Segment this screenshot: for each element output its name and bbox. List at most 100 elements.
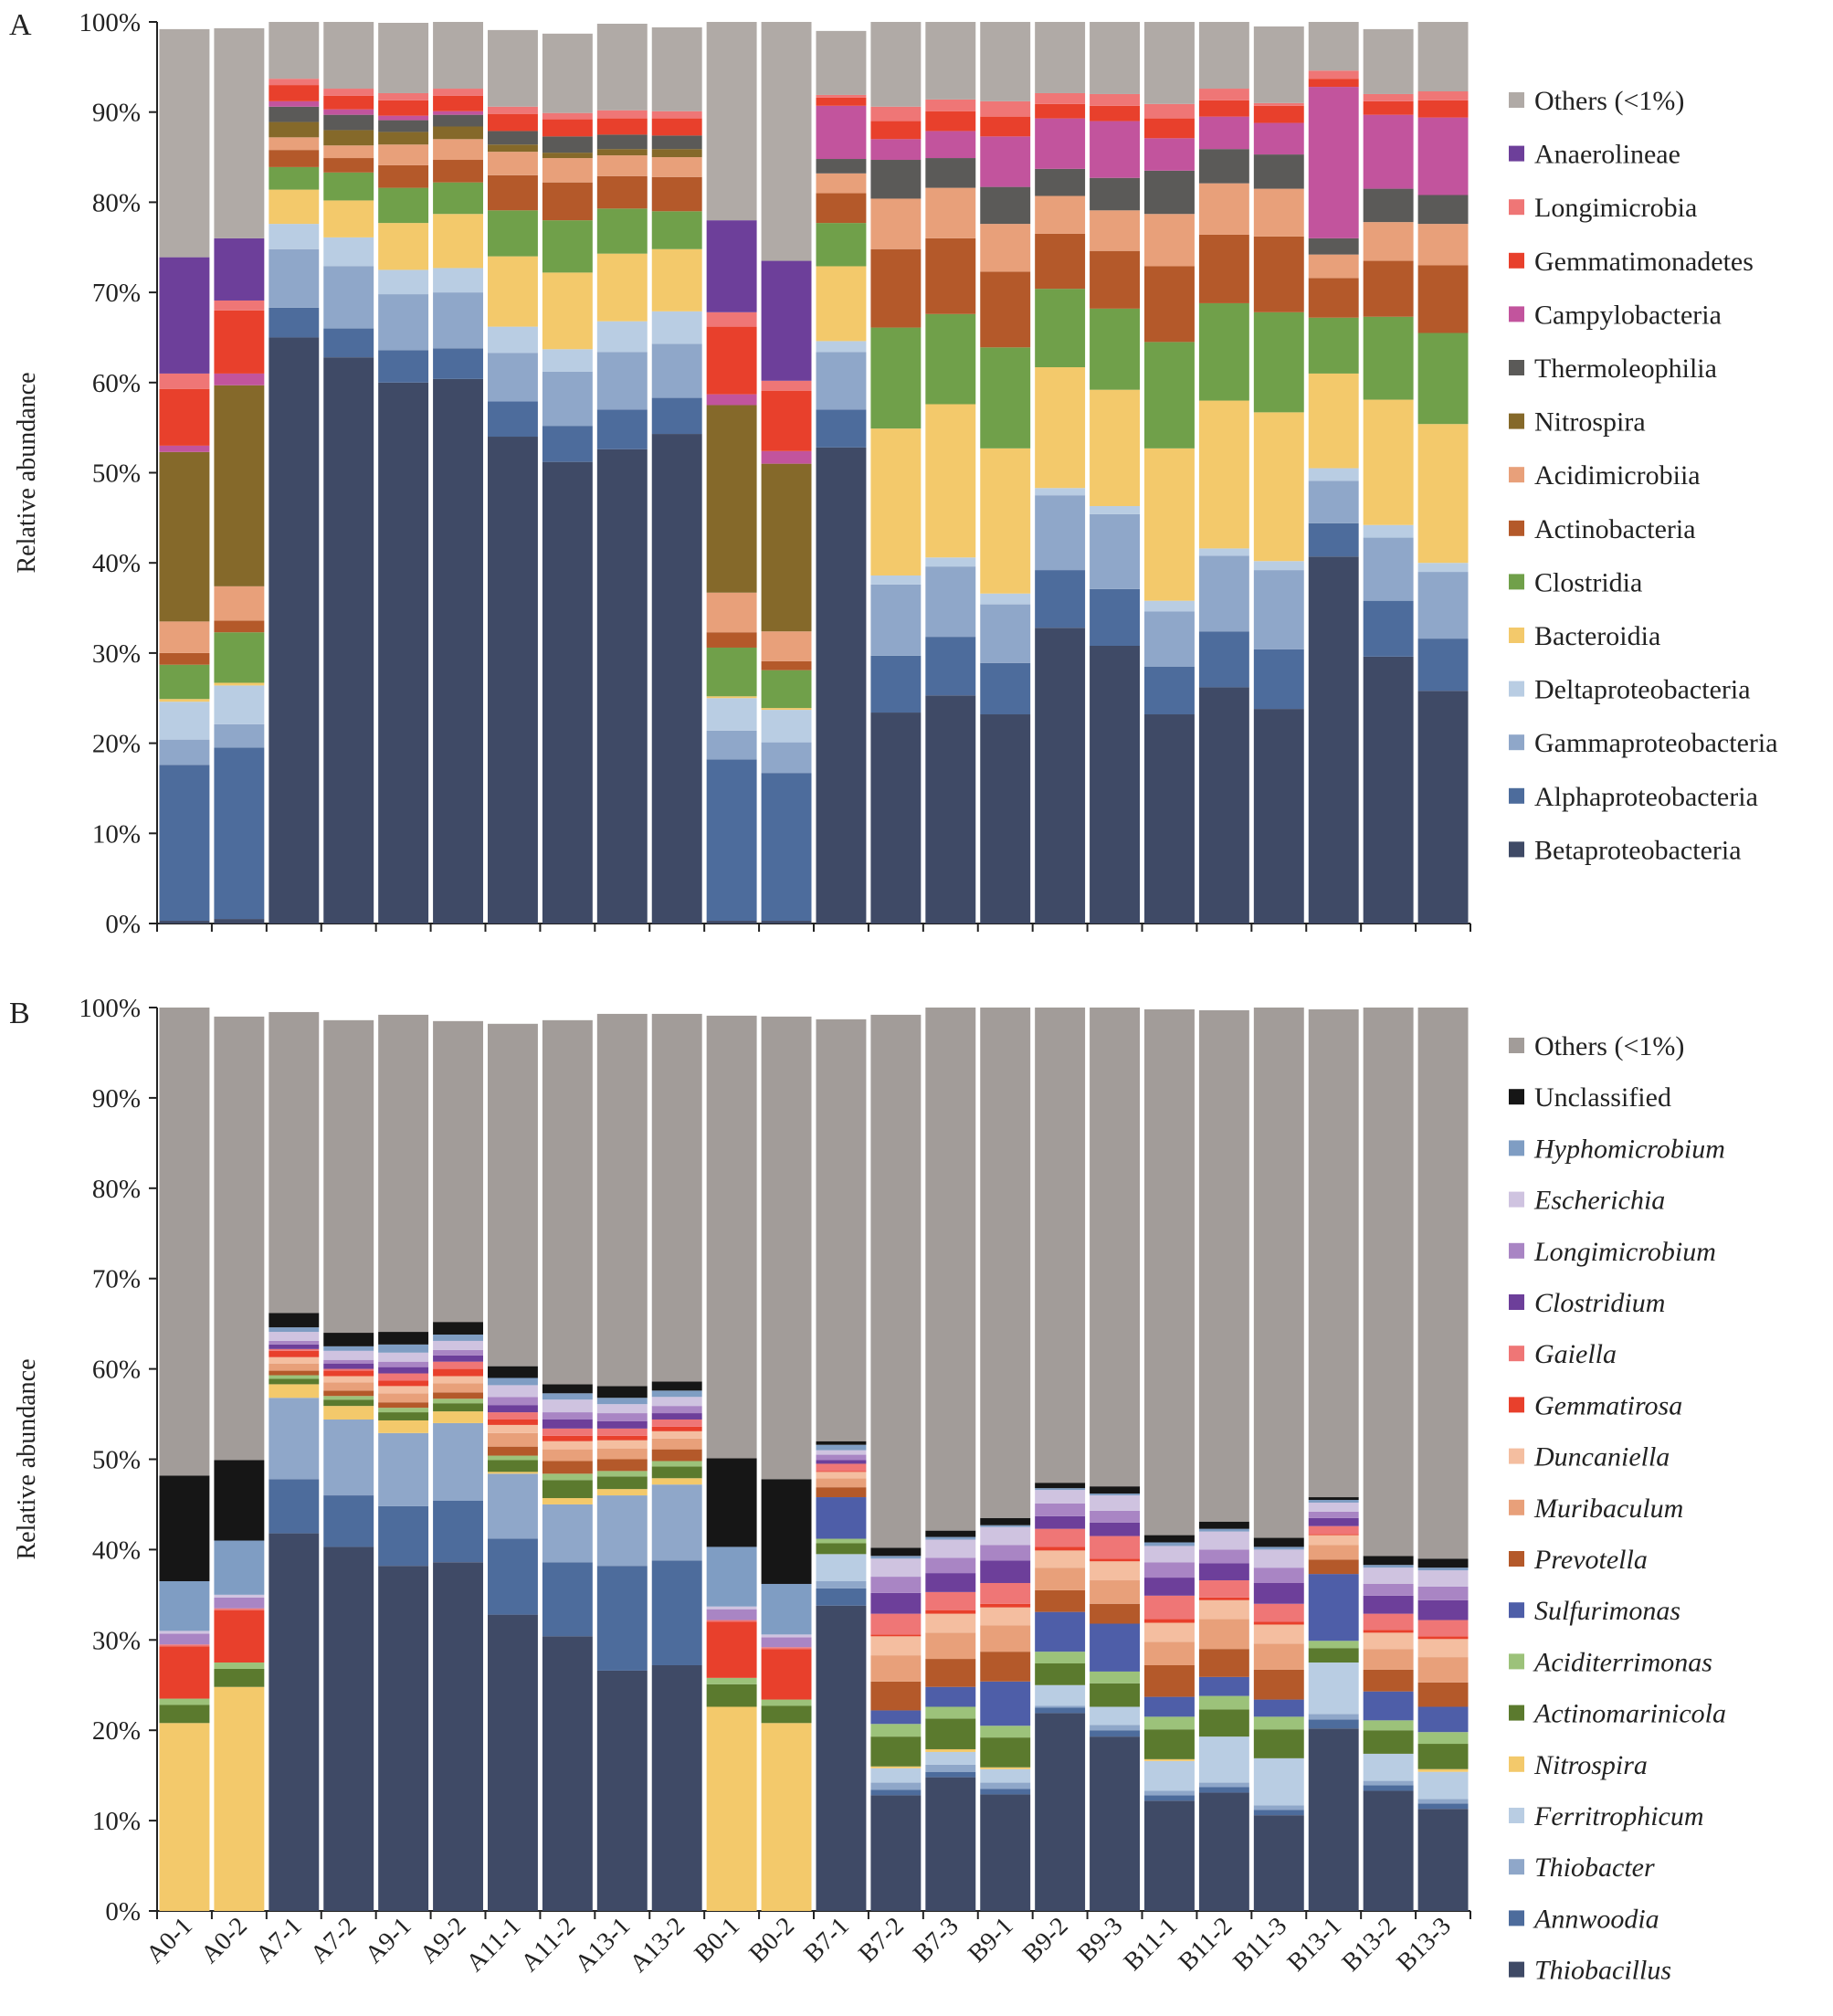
bar-segment-b11-3-bacteroidia: B11-3 — Bacteroidia: 16.5% [1253, 412, 1304, 562]
bar-segment-b13-2-duncaniella: B13-2 — Duncaniella: 1.8% [1363, 1632, 1414, 1650]
bar-segment-b13-3-thiobacter: B13-3 — Thiobacter: 0.5% [1417, 1799, 1469, 1804]
bar-segment-b9-1-gaiella: B9-1 — Gaiella: 2.3% [980, 1582, 1031, 1604]
bar-segment-a9-1-gemmatimonadetes: A9-1 — Gemmatimonadetes: 1.7% [378, 100, 429, 116]
bar-segment-b11-3-unclassified: B11-3 — Unclassified: 1% [1253, 1537, 1304, 1547]
bar-segment-b13-1-others-1: B13-1 — Others (<1%): 5.8% [1308, 22, 1359, 71]
bar-segment-b7-3-deltaproteobacteria: B7-3 — Deltaproteobacteria: 1% [925, 557, 976, 567]
bar-segment-b9-2-gammaproteobacteria: B9-2 — Gammaproteobacteria: 8.3% [1035, 495, 1086, 571]
x-tick-label-b13-1: B13-1 [1282, 1912, 1347, 1977]
bar-segment-a0-1-nitrospira: A0-1 — Nitrospira: 20.8% [159, 1723, 210, 1911]
bar-segment-a7-1-gemmatirosa: A7-1 — Gemmatirosa: 0.7% [269, 1350, 320, 1357]
bar-segment-b0-1-betaproteobacteria: B0-1 — Betaproteobacteria: 0.3% [706, 921, 757, 924]
y-tick-label: 40% [92, 1536, 141, 1565]
bar-segment-b11-1-thiobacillus: B11-1 — Thiobacillus: 12.2% [1144, 1800, 1195, 1911]
y-tick-label: 10% [92, 1807, 141, 1836]
legend-swatch-duncaniella [1509, 1448, 1524, 1464]
bar-segment-a11-2-clostridium: A11-2 — Clostridium: 1% [542, 1419, 593, 1429]
bar-segment-b13-1-gemmatirosa: B13-1 — Gemmatirosa: 0.1% [1308, 1534, 1359, 1536]
bar-segment-b0-1-gammaproteobacteria: B0-1 — Gammaproteobacteria: 3.2% [706, 730, 757, 760]
bar-segment-a13-2-deltaproteobacteria: A13-2 — Deltaproteobacteria: 3.6% [651, 311, 702, 344]
bar-segment-b9-1-thiobacter: B9-1 — Thiobacter: 0.7% [980, 1782, 1031, 1789]
bar-segment-b0-1-bacteroidia: B0-1 — Bacteroidia: 0.2% [706, 696, 757, 699]
x-tick-label-b7-3: B7-3 [908, 1912, 964, 1969]
bar-segment-a13-2-unclassified: A13-2 — Unclassified: 1% [651, 1381, 702, 1391]
bar-segment-b11-3-thiobacillus: B11-3 — Thiobacillus: 10.6% [1253, 1815, 1304, 1911]
bar-segment-b13-2-annwoodia: B13-2 — Annwoodia: 0.6% [1363, 1785, 1414, 1791]
legend-label-muribaculum: Muribaculum [1533, 1494, 1683, 1524]
bar-segment-a11-2-alphaproteobacteria: A11-2 — Alphaproteobacteria: 4% [542, 426, 593, 462]
bar-segment-b7-1-ferritrophicum: B7-1 — Ferritrophicum: 3% [816, 1554, 867, 1582]
bar-segment-b11-2-alphaproteobacteria: B11-2 — Alphaproteobacteria: 6.2% [1198, 631, 1249, 688]
bar-segment-b11-2-betaproteobacteria: B11-2 — Betaproteobacteria: 26.2% [1198, 687, 1249, 924]
bar-segment-b11-3-alphaproteobacteria: B11-3 — Alphaproteobacteria: 6.6% [1253, 649, 1304, 710]
bar-segment-b9-3-duncaniella: B9-3 — Duncaniella: 2.1% [1090, 1561, 1140, 1581]
legend-label-betaproteobacteria: Betaproteobacteria [1534, 835, 1742, 865]
bar-segment-b11-2-muribaculum: B11-2 — Muribaculum: 3.3% [1198, 1619, 1249, 1650]
legend-swatch-ferritrophicum [1509, 1808, 1524, 1823]
bar-segment-b11-3-gaiella: B11-3 — Gaiella: 2% [1253, 1603, 1304, 1622]
bar-segment-b0-2-bacteroidia: B0-2 — Bacteroidia: 0.2% [761, 708, 812, 711]
legend-swatch-bacteroidia [1509, 628, 1524, 643]
bar-segment-a13-2-aciditerrimonas: A13-2 — Aciditerrimonas: 0.6% [651, 1461, 702, 1467]
bar-segment-b0-1-alphaproteobacteria: B0-1 — Alphaproteobacteria: 17.9% [706, 759, 757, 922]
bar-segment-b13-3-thermoleophilia: B13-3 — Thermoleophilia: 3.2% [1417, 195, 1469, 225]
bar-segment-a7-2-betaproteobacteria: A7-2 — Betaproteobacteria: 62.8% [323, 357, 374, 924]
bar-segment-b7-1-betaproteobacteria: B7-1 — Betaproteobacteria: 52.8% [816, 447, 867, 924]
bar-segment-a9-2-unclassified: A9-2 — Unclassified: 1.4% [433, 1322, 483, 1335]
bar-segment-b0-2-longimicrobia: B0-2 — Longimicrobia: 1.1% [761, 380, 812, 391]
panel-a: A 0% 10% 20% 30% 40% 50% 60% 70% 80% 90% 100% Relati… [9, 8, 1778, 939]
bar-segment-b13-3-prevotella: B13-3 — Prevotella: 2.7% [1417, 1682, 1469, 1707]
bar-segment-b13-1-acidimicrobiia: B13-1 — Acidimicrobiia: 2.6% [1308, 254, 1359, 279]
bar-segment-b0-2-others-1: B0-2 — Others (<1%): 26.6% [761, 22, 812, 261]
bar-segment-a9-2-alphaproteobacteria: A9-2 — Alphaproteobacteria: 3.4% [433, 348, 483, 379]
bar-segment-b7-3-thiobacillus: B7-3 — Thiobacillus: 14.8% [925, 1777, 976, 1911]
bar-segment-a7-1-unclassified: A7-1 — Unclassified: 1.6% [269, 1313, 320, 1328]
bar-segment-a0-2-escherichia: A0-2 — Escherichia: 0.3% [214, 1594, 265, 1598]
bar-segment-b9-1-acidimicrobiia: B9-1 — Acidimicrobiia: 5.3% [980, 224, 1031, 272]
bar-segment-b7-3-actinobacteria: B7-3 — Actinobacteria: 8.4% [925, 237, 976, 314]
bar-segment-b11-1-clostridia: B11-1 — Clostridia: 11.8% [1144, 342, 1195, 449]
bar-segment-b11-3-gammaproteobacteria: B11-3 — Gammaproteobacteria: 8.8% [1253, 570, 1304, 649]
bar-segment-b9-2-acidimicrobiia: B9-2 — Acidimicrobiia: 4.2% [1035, 195, 1086, 234]
bar-segment-b13-3-escherichia: B13-3 — Escherichia: 1.8% [1417, 1570, 1469, 1587]
bar-segment-b11-2-actinomarinicola: B11-2 — Actinomarinicola: 3% [1198, 1709, 1249, 1737]
bar-segment-b9-2-ferritrophicum: B9-2 — Ferritrophicum: 2.3% [1035, 1684, 1086, 1706]
x-tick-label-b9-2: B9-2 [1017, 1912, 1074, 1969]
bar-segment-b0-2-aciditerrimonas: B0-2 — Aciditerrimonas: 0.7% [761, 1699, 812, 1706]
bar-segment-b7-2-annwoodia: B7-2 — Annwoodia: 0.6% [870, 1789, 922, 1796]
bar-segment-b11-1-actinobacteria: B11-1 — Actinobacteria: 8.4% [1144, 266, 1195, 343]
bar-segment-a11-1-clostridium: A11-1 — Clostridium: 0.8% [488, 1405, 538, 1413]
bar-segment-a9-1-gammaproteobacteria: A9-1 — Gammaproteobacteria: 6.2% [378, 294, 429, 351]
bar-segment-a9-1-aciditerrimonas: A9-1 — Aciditerrimonas: 0.5% [378, 1408, 429, 1413]
bar-segment-b9-1-duncaniella: B9-1 — Duncaniella: 2% [980, 1607, 1031, 1626]
bar-segment-b9-2-longimicrobia: B9-2 — Longimicrobia: 1.2% [1035, 92, 1086, 104]
bar-segment-b9-2-campylobacteria: B9-2 — Campylobacteria: 5.6% [1035, 118, 1086, 169]
bar-segment-b13-3-betaproteobacteria: B13-3 — Betaproteobacteria: 25.8% [1417, 691, 1469, 924]
bar-segment-b13-1-actinobacteria: B13-1 — Actinobacteria: 4.4% [1308, 278, 1359, 318]
bar-segment-b13-2-gemmatimonadetes: B13-2 — Gemmatimonadetes: 1.5% [1363, 100, 1414, 115]
bar-segment-b11-2-prevotella: B11-2 — Prevotella: 3.1% [1198, 1649, 1249, 1677]
bar-segment-a11-2-escherichia: A11-2 — Escherichia: 1.4% [542, 1399, 593, 1413]
bar-segment-a0-1-betaproteobacteria: A0-1 — Betaproteobacteria: 0.3% [159, 921, 210, 924]
panel-letter: B [9, 997, 30, 1030]
bar-segment-a0-1-hyphomicrobium: A0-1 — Hyphomicrobium: 5.5% [159, 1581, 210, 1631]
bar-segment-b9-2-betaproteobacteria: B9-2 — Betaproteobacteria: 32.8% [1035, 628, 1086, 924]
bar-segment-b9-3-aciditerrimonas: B9-3 — Aciditerrimonas: 1.3% [1090, 1671, 1140, 1684]
bar-segment-b11-1-ferritrophicum: B11-1 — Ferritrophicum: 3.3% [1144, 1760, 1195, 1791]
bar-segment-b11-3-thiobacter: B11-3 — Thiobacter: 0.5% [1253, 1805, 1304, 1810]
legend-label-gammaproteobacteria: Gammaproteobacteria [1534, 728, 1778, 758]
bar-segment-b9-3-gaiella: B9-3 — Gaiella: 2.5% [1090, 1536, 1140, 1559]
x-tick-label-a11-2: A11-2 [516, 1912, 582, 1978]
bar-segment-b7-3-ferritrophicum: B7-3 — Ferritrophicum: 1.4% [925, 1751, 976, 1765]
bar-segment-b0-1-deltaproteobacteria: B0-1 — Deltaproteobacteria: 3.6% [706, 698, 757, 731]
legend-swatch-thiobacter [1509, 1859, 1524, 1875]
bar-segment-a7-1-clostridia: A7-1 — Clostridia: 2.5% [269, 166, 320, 190]
panel-b: B 0% 10% 20% 30% 40% 50% 60% 70% 80% 90% 100% Relati… [9, 994, 1726, 1986]
bar-segment-a7-1-aciditerrimonas: A7-1 — Aciditerrimonas: 0.4% [269, 1375, 320, 1379]
bar-segment-a9-2-actinobacteria: A9-2 — Actinobacteria: 2.5% [433, 160, 483, 183]
bar-segment-a0-1-alphaproteobacteria: A0-1 — Alphaproteobacteria: 17.3% [159, 765, 210, 922]
bar-segment-b0-2-unclassified: B0-2 — Unclassified: 11.6% [761, 1479, 812, 1584]
bar-segment-b13-3-aciditerrimonas: B13-3 — Aciditerrimonas: 1.3% [1417, 1732, 1469, 1745]
bar-segment-b7-3-gemmatirosa: B7-3 — Gemmatirosa: 0.4% [925, 1610, 976, 1614]
bar-segment-a11-1-longimicrobia: A11-1 — Longimicrobia: 0.8% [488, 106, 538, 114]
